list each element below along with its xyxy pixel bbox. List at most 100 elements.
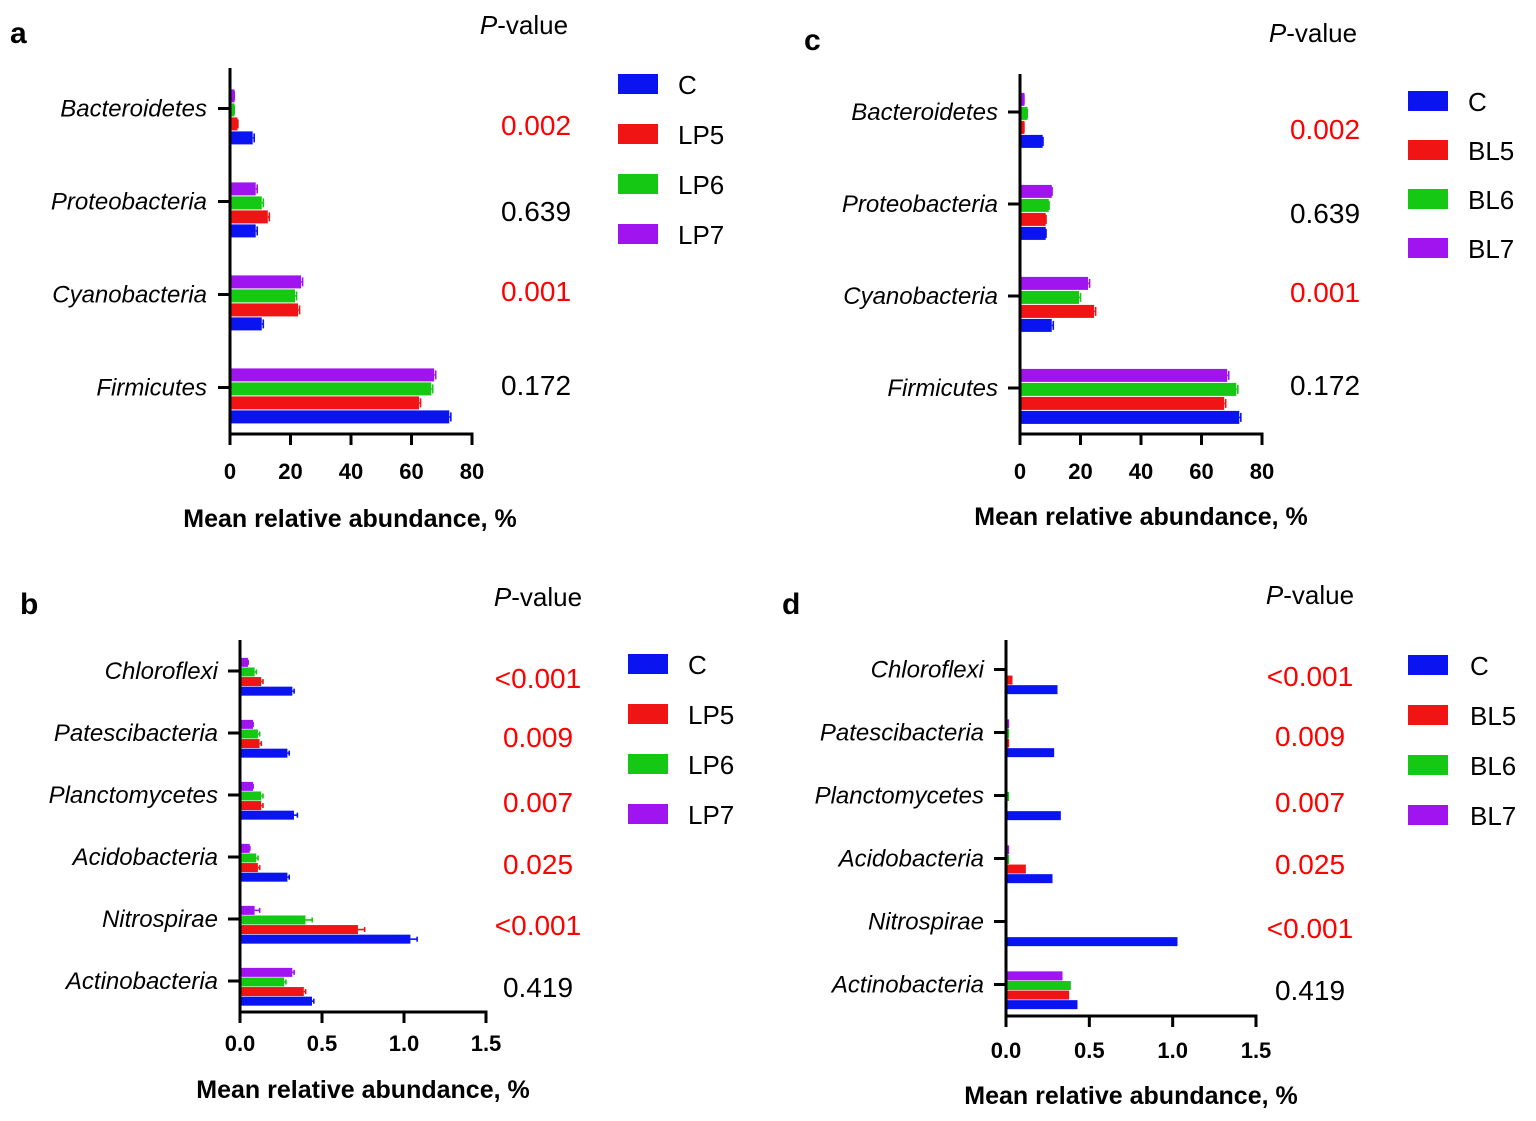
category-label: Bacteroidetes (851, 99, 998, 126)
bar-BL5-firmicutes (1021, 396, 1225, 410)
bar-LP5-patescibacteria (241, 739, 260, 749)
x-axis-title: Mean relative abundance, % (183, 505, 516, 533)
legend-swatch-BL5 (1408, 140, 1448, 160)
x-axis-title: Mean relative abundance, % (974, 503, 1307, 531)
bar-BL7-cyanobacteria (1021, 276, 1089, 290)
pvalue: <0.001 (1267, 913, 1353, 944)
category-label: Proteobacteria (51, 189, 207, 216)
legend-swatch-C (628, 654, 668, 674)
pvalue: 0.025 (1275, 849, 1345, 880)
pvalue: 0.009 (503, 722, 573, 753)
bar-LP5-acidobacteria (241, 863, 258, 873)
legend: C LP5 LP6 LP7 (618, 70, 724, 250)
legend-swatch-LP6 (618, 174, 658, 194)
category-label: Patescibacteria (54, 720, 218, 747)
category-label: Acidobacteria (71, 844, 218, 871)
pvalue: 0.001 (501, 276, 571, 307)
bar-LP7-acidobacteria (241, 843, 250, 853)
legend-label: C (1468, 87, 1487, 117)
category-label: Chloroflexi (871, 657, 985, 684)
legend-label: C (1470, 651, 1489, 681)
bar-LP6-nitrospirae (241, 915, 306, 925)
bar-BL6-cyanobacteria (1021, 290, 1079, 304)
bar-BL7-actinobacteria (1007, 971, 1063, 981)
bar-C-patescibacteria (1007, 748, 1055, 758)
panel-b: b Chloroflexi Patescibacteria Planctomycete… (20, 582, 734, 1104)
bar-BL6-actinobacteria (1007, 980, 1071, 990)
bar-BL6-proteobacteria (1021, 198, 1049, 212)
bar-LP7-proteobacteria (231, 182, 256, 196)
legend-swatch-C (1408, 91, 1448, 111)
bar-BL7-firmicutes (1021, 368, 1228, 382)
bar-LP7-planctomycetes (241, 781, 253, 791)
pvalue-header: P-value (1266, 580, 1354, 610)
legend-swatch-LP6 (628, 754, 668, 774)
bar-BL7-acidobacteria (1007, 845, 1010, 855)
x-tick-label: 1.5 (471, 1031, 502, 1056)
bar-LP5-nitrospirae (241, 925, 358, 935)
bar-LP5-proteobacteria (231, 210, 268, 224)
bar-BL5-actinobacteria (1007, 990, 1070, 1000)
bar-LP7-cyanobacteria (231, 275, 302, 289)
pvalue: <0.001 (495, 910, 581, 941)
bar-LP6-bacteroidetes (231, 103, 235, 117)
pvalue: 0.172 (501, 370, 571, 401)
bar-LP5-actinobacteria (241, 987, 304, 997)
bar-C-firmicutes (1021, 410, 1240, 424)
legend-label: C (688, 650, 707, 680)
bar-BL6-planctomycetes (1007, 791, 1010, 801)
category-label: Bacteroidetes (60, 96, 207, 123)
bar-LP7-actinobacteria (241, 967, 293, 977)
x-tick-label: 0.5 (307, 1031, 338, 1056)
legend-swatch-BL5 (1408, 705, 1448, 725)
bar-BL5-proteobacteria (1021, 212, 1046, 226)
legend-label: LP7 (678, 220, 724, 250)
x-tick-label: 80 (460, 459, 484, 484)
bar-BL6-patescibacteria (1007, 728, 1010, 738)
bar-BL6-firmicutes (1021, 382, 1237, 396)
category-label: Chloroflexi (105, 658, 219, 685)
category-label: Patescibacteria (820, 720, 984, 747)
legend-swatch-BL7 (1408, 238, 1448, 258)
legend-swatch-BL6 (1408, 189, 1448, 209)
bar-C-planctomycetes (241, 810, 294, 820)
pvalue-header: P-value (480, 10, 568, 40)
x-tick-label: 0.0 (225, 1031, 256, 1056)
legend-label: BL6 (1468, 185, 1514, 215)
x-tick-label: 0 (1014, 459, 1026, 484)
pvalue-header: P-value (494, 582, 582, 612)
bar-LP6-cyanobacteria (231, 289, 296, 303)
x-axis-title: Mean relative abundance, % (196, 1076, 529, 1104)
panel-letter: a (10, 17, 27, 50)
pvalue: 0.002 (501, 110, 571, 141)
pvalue: 0.639 (1290, 198, 1360, 229)
pvalue: 0.419 (1275, 975, 1345, 1006)
bar-C-proteobacteria (231, 224, 256, 238)
bar-LP6-acidobacteria (241, 853, 257, 863)
bar-C-acidobacteria (241, 872, 288, 882)
bar-LP6-patescibacteria (241, 729, 258, 739)
bar-C-firmicutes (231, 410, 450, 424)
bar-BL7-bacteroidetes (1021, 92, 1025, 106)
bar-C-cyanobacteria (231, 317, 262, 331)
bar-LP6-planctomycetes (241, 791, 262, 801)
bar-LP5-bacteroidetes (231, 117, 238, 131)
bar-LP7-nitrospirae (241, 905, 255, 915)
category-label: Proteobacteria (842, 191, 998, 218)
pvalue: 0.172 (1290, 370, 1360, 401)
pvalue: <0.001 (1267, 661, 1353, 692)
category-label: Nitrospirae (102, 906, 218, 933)
x-tick-label: 20 (278, 459, 302, 484)
x-tick-label: 0 (224, 459, 236, 484)
bar-C-bacteroidetes (1021, 134, 1043, 148)
bar-LP7-bacteroidetes (231, 89, 235, 103)
bar-BL5-bacteroidetes (1021, 120, 1025, 134)
category-label: Firmicutes (887, 375, 998, 402)
legend-swatch-C (618, 74, 658, 94)
bar-C-bacteroidetes (231, 131, 253, 145)
bar-LP6-chloroflexi (241, 667, 255, 677)
x-tick-label: 1.0 (1157, 1038, 1188, 1063)
x-tick-label: 40 (339, 459, 363, 484)
pvalue: 0.009 (1275, 721, 1345, 752)
